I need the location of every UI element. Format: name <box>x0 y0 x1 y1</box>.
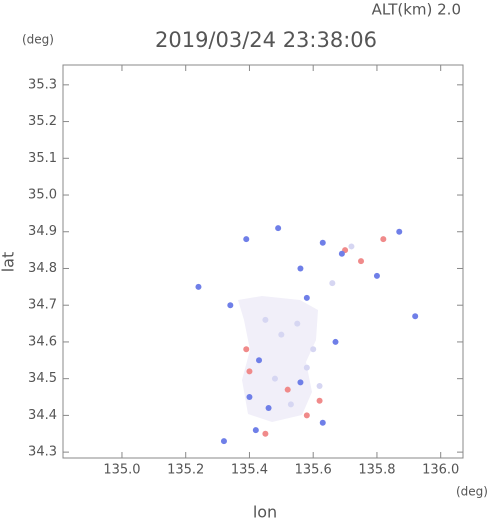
echo-point <box>271 375 278 382</box>
echo-point <box>220 438 227 445</box>
y-tick-label: 34.8 <box>28 261 57 276</box>
echo-point <box>262 430 269 437</box>
altitude: ALT(km) 2.0 <box>372 1 461 19</box>
x-axis-label: lon <box>253 503 277 522</box>
echo-point <box>252 427 259 434</box>
echo-point <box>316 383 323 390</box>
echo-point <box>338 250 345 257</box>
x-tick-label: 135.4 <box>231 463 268 478</box>
y-tick-label: 35.0 <box>28 188 57 203</box>
x-unit: (deg) <box>456 485 488 499</box>
echo-point <box>310 346 317 353</box>
echo-point <box>297 379 304 386</box>
echo-point <box>278 331 285 338</box>
y-unit: (deg) <box>22 33 54 47</box>
y-axis-label: lat <box>0 252 18 273</box>
x-tick-label: 135.6 <box>295 463 332 478</box>
y-tick-label: 34.9 <box>28 224 57 239</box>
echo-point <box>195 283 202 290</box>
echo-point <box>243 236 250 243</box>
echo-point <box>262 316 269 323</box>
echo-point <box>303 364 310 371</box>
echo-point <box>227 302 234 309</box>
y-tick-label: 35.3 <box>28 77 57 92</box>
echo-point <box>316 397 323 404</box>
echo-point <box>246 394 253 401</box>
x-tick-label: 135.0 <box>103 463 140 478</box>
echo-point <box>294 320 301 327</box>
echo-point <box>396 228 403 235</box>
y-tick-label: 34.7 <box>28 298 57 313</box>
echo-point <box>287 401 294 408</box>
y-tick-label: 34.4 <box>28 408 57 423</box>
echo-region <box>238 296 318 422</box>
echo-point <box>348 243 355 250</box>
x-tick-label: 135.2 <box>167 463 204 478</box>
echo-point <box>319 419 326 426</box>
echo-point <box>332 338 339 345</box>
y-tick-label: 35.2 <box>28 114 57 129</box>
x-tick-label: 135.8 <box>358 463 395 478</box>
echo-point <box>256 357 263 364</box>
echo-point <box>358 258 365 265</box>
echo-point <box>243 346 250 353</box>
chart-title: 2019/03/24 23:38:06 <box>155 28 377 52</box>
echo-point <box>373 272 380 279</box>
y-tick-label: 35.1 <box>28 151 57 166</box>
y-tick-label: 34.3 <box>28 445 57 460</box>
plot-frame <box>62 64 464 459</box>
echo-point <box>319 239 326 246</box>
echo-point <box>246 368 253 375</box>
echo-point <box>275 225 282 232</box>
echo-point <box>297 265 304 272</box>
echo-point <box>284 386 291 393</box>
echo-point <box>303 294 310 301</box>
echo-point <box>329 280 336 287</box>
echo-point <box>412 313 419 320</box>
echo-point <box>265 405 272 412</box>
y-tick-label: 34.5 <box>28 371 57 386</box>
y-tick-label: 34.6 <box>28 334 57 349</box>
echo-point <box>303 412 310 419</box>
x-tick-label: 136.0 <box>422 463 459 478</box>
echo-point <box>380 236 387 243</box>
